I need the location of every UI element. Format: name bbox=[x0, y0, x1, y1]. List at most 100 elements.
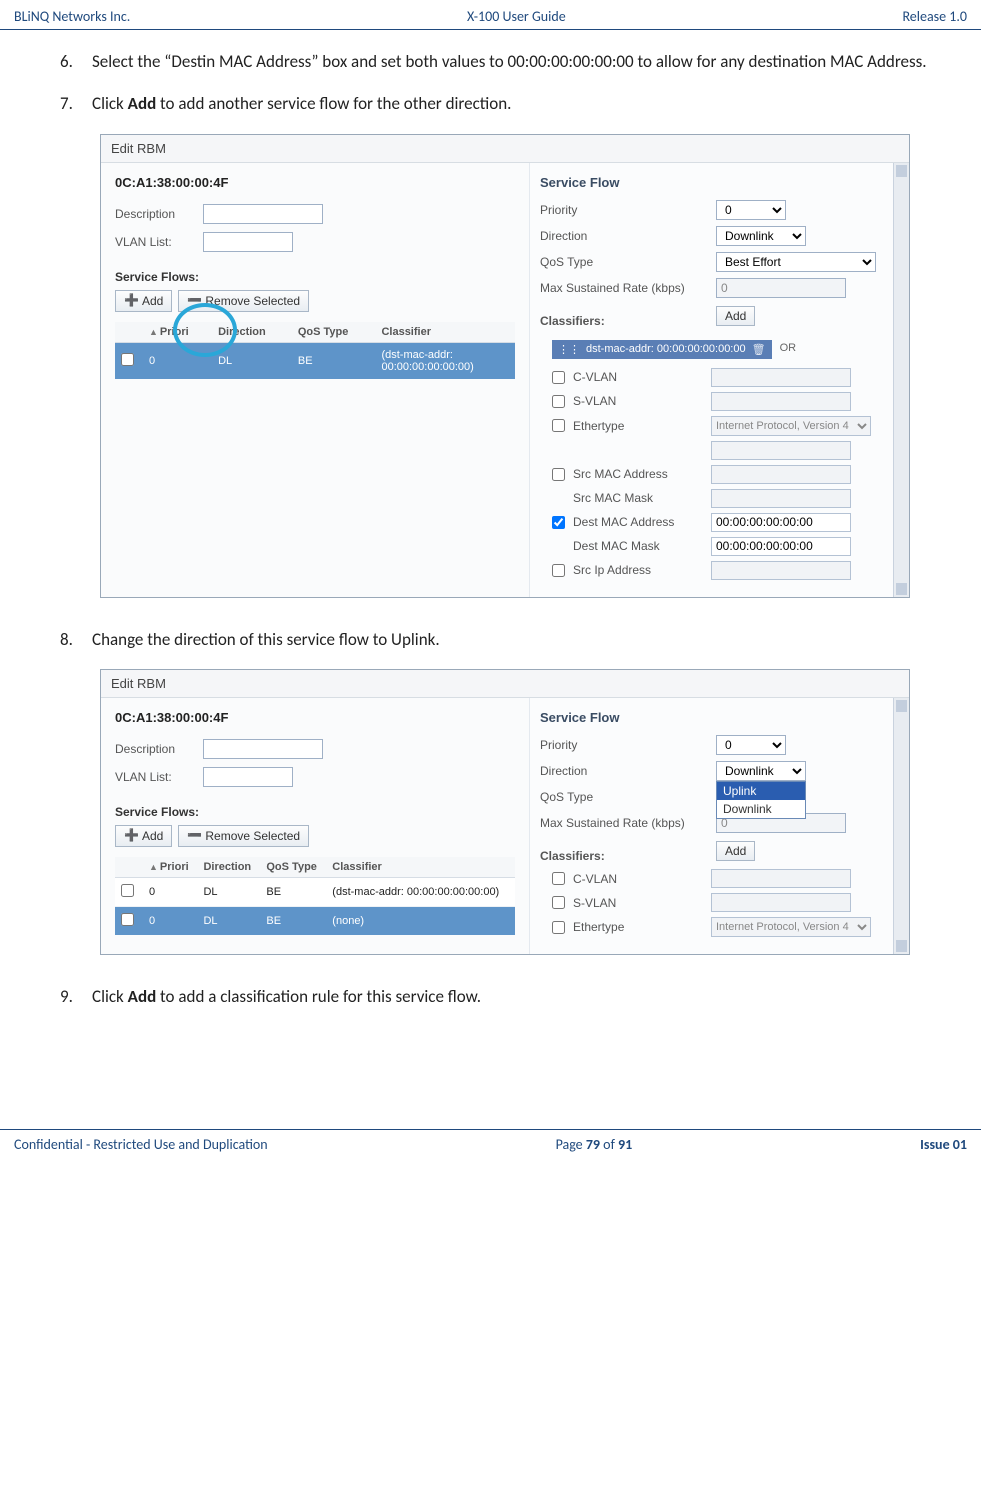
cvlan-checkbox-2[interactable] bbox=[552, 872, 565, 885]
svlan-checkbox-2[interactable] bbox=[552, 896, 565, 909]
srcmask-label: Src MAC Mask bbox=[573, 491, 703, 505]
col-classifier[interactable]: Classifier bbox=[375, 322, 515, 343]
srcip-checkbox[interactable] bbox=[552, 564, 565, 577]
cell-priority: 0 bbox=[143, 342, 212, 379]
cell-priority: 0 bbox=[143, 878, 197, 907]
col-priority-2[interactable]: ▲Priori bbox=[143, 857, 197, 878]
col-qos-2[interactable]: QoS Type bbox=[260, 857, 326, 878]
svlan-checkbox[interactable] bbox=[552, 395, 565, 408]
remove-selected-button[interactable]: ➖ Remove Selected bbox=[178, 290, 309, 312]
ethertype-checkbox[interactable] bbox=[552, 419, 565, 432]
srcmask-input[interactable] bbox=[711, 489, 851, 508]
col-classifier-2[interactable]: Classifier bbox=[326, 857, 515, 878]
col-direction[interactable]: Direction bbox=[212, 322, 292, 343]
destmac-checkbox[interactable] bbox=[552, 516, 565, 529]
dropdown-option-uplink[interactable]: Uplink bbox=[717, 782, 805, 800]
scrollbar-2[interactable] bbox=[893, 698, 909, 954]
step-9-post: to add a classification rule for this se… bbox=[156, 986, 481, 1007]
cell-classifier: (dst-mac-addr: 00:00:00:00:00:00) bbox=[326, 878, 515, 907]
col-direction-2[interactable]: Direction bbox=[197, 857, 260, 878]
classifier-pill-text: dst-mac-addr: 00:00:00:00:00:00 bbox=[586, 343, 746, 355]
ethertype-extra-input[interactable] bbox=[711, 441, 851, 460]
header-right: Release 1.0 bbox=[902, 8, 967, 25]
description-input[interactable] bbox=[203, 204, 323, 224]
remove-button-label: Remove Selected bbox=[205, 294, 300, 308]
description-input-2[interactable] bbox=[203, 739, 323, 759]
col-priority[interactable]: ▲Priori bbox=[143, 322, 212, 343]
destmask-input[interactable] bbox=[711, 537, 851, 556]
ethertype-label-2: Ethertype bbox=[573, 920, 703, 934]
row-checkbox[interactable] bbox=[121, 884, 134, 897]
trash-icon[interactable]: 🗑 bbox=[752, 343, 766, 356]
classifiers-label: Classifiers: bbox=[540, 314, 710, 328]
remove-selected-button-2[interactable]: ➖ Remove Selected bbox=[178, 825, 309, 847]
table-row[interactable]: 0 DL BE (dst-mac-addr: 00:00:00:00:00:00… bbox=[115, 878, 515, 907]
maxrate-input[interactable] bbox=[716, 278, 846, 298]
col-qos[interactable]: QoS Type bbox=[292, 322, 376, 343]
table-row[interactable]: 0 DL BE (none) bbox=[115, 907, 515, 936]
destmac-label: Dest MAC Address bbox=[573, 515, 703, 529]
scrollbar[interactable] bbox=[893, 163, 909, 597]
classifier-pill[interactable]: ⋮⋮ dst-mac-addr: 00:00:00:00:00:00 🗑 bbox=[552, 340, 772, 359]
qos-select[interactable]: Best Effort bbox=[716, 252, 876, 272]
mac-heading-2: 0C:A1:38:00:00:4F bbox=[115, 710, 515, 725]
cvlan-label-2: C-VLAN bbox=[573, 872, 703, 886]
direction-select-2[interactable]: Downlink bbox=[716, 761, 806, 781]
table-row[interactable]: 0 DL BE (dst-mac-addr:00:00:00:00:00:00) bbox=[115, 342, 515, 379]
footer-left: Confidential - Restricted Use and Duplic… bbox=[14, 1136, 268, 1153]
sort-icon: ▲ bbox=[149, 327, 158, 337]
srcmac-checkbox[interactable] bbox=[552, 468, 565, 481]
cvlan-input[interactable] bbox=[711, 368, 851, 387]
ethertype-checkbox-2[interactable] bbox=[552, 921, 565, 934]
srcip-input[interactable] bbox=[711, 561, 851, 580]
step-7-number: 7. bbox=[60, 92, 92, 116]
classifier-add-button[interactable]: Add bbox=[716, 306, 755, 326]
cell-qos: BE bbox=[292, 342, 376, 379]
srcip-label: Src Ip Address bbox=[573, 563, 703, 577]
qos-label: QoS Type bbox=[540, 255, 710, 269]
destmac-input[interactable] bbox=[711, 513, 851, 532]
step-9: 9. Click Add to add a classification rul… bbox=[60, 985, 951, 1009]
minus-icon: ➖ bbox=[187, 294, 201, 308]
row-checkbox[interactable] bbox=[121, 913, 134, 926]
row-checkbox[interactable] bbox=[121, 353, 134, 366]
step-9-pre: Click bbox=[92, 986, 128, 1007]
cell-qos: BE bbox=[260, 907, 326, 936]
cvlan-label: C-VLAN bbox=[573, 370, 703, 384]
step-7-pre: Click bbox=[92, 93, 128, 114]
service-flow-heading: Service Flow bbox=[540, 175, 895, 190]
step-6-text: Select the “Destin MAC Address” box and … bbox=[92, 50, 951, 74]
classifier-add-button-2[interactable]: Add bbox=[716, 841, 755, 861]
add-button-2[interactable]: ➕ Add bbox=[115, 825, 172, 847]
svlan-input-2[interactable] bbox=[711, 893, 851, 912]
step-6: 6. Select the “Destin MAC Address” box a… bbox=[60, 50, 951, 74]
service-flow-table-2: ▲Priori Direction QoS Type Classifier 0 … bbox=[115, 857, 515, 935]
remove-button-label-2: Remove Selected bbox=[205, 829, 300, 843]
dropdown-option-downlink[interactable]: Downlink bbox=[717, 800, 805, 818]
add-button[interactable]: ➕ Add bbox=[115, 290, 172, 312]
page-footer: Confidential - Restricted Use and Duplic… bbox=[0, 1129, 981, 1165]
plus-icon: ➕ bbox=[124, 294, 138, 308]
cvlan-input-2[interactable] bbox=[711, 869, 851, 888]
classifiers-label-2: Classifiers: bbox=[540, 849, 710, 863]
ethertype-select[interactable]: Internet Protocol, Version 4 bbox=[711, 416, 871, 436]
cvlan-checkbox[interactable] bbox=[552, 371, 565, 384]
priority-select[interactable]: 0 bbox=[716, 200, 786, 220]
sort-icon: ▲ bbox=[149, 862, 158, 872]
direction-select[interactable]: Downlink bbox=[716, 226, 806, 246]
svlan-input[interactable] bbox=[711, 392, 851, 411]
cell-priority: 0 bbox=[143, 907, 197, 936]
ethertype-select-2[interactable]: Internet Protocol, Version 4 bbox=[711, 917, 871, 937]
srcmac-input[interactable] bbox=[711, 465, 851, 484]
footer-right: Issue 01 bbox=[920, 1136, 967, 1153]
vlan-input-2[interactable] bbox=[203, 767, 293, 787]
priority-select-2[interactable]: 0 bbox=[716, 735, 786, 755]
grip-icon: ⋮⋮ bbox=[558, 343, 580, 356]
screenshot-1: Edit RBM 0C:A1:38:00:00:4F Description V… bbox=[100, 134, 910, 598]
direction-dropdown[interactable]: Uplink Downlink bbox=[716, 781, 806, 819]
step-8: 8. Change the direction of this service … bbox=[60, 628, 951, 652]
service-flows-label: Service Flows: bbox=[115, 270, 515, 284]
svlan-label-2: S-VLAN bbox=[573, 896, 703, 910]
vlan-input[interactable] bbox=[203, 232, 293, 252]
destmask-label: Dest MAC Mask bbox=[573, 539, 703, 553]
